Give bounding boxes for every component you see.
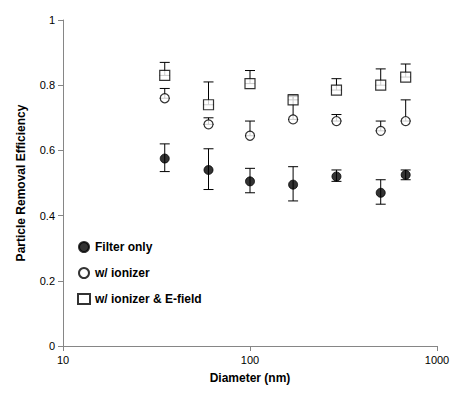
svg-text:0.6: 0.6 [40,144,55,156]
svg-text:100: 100 [241,354,259,366]
svg-text:1: 1 [49,14,55,26]
svg-text:w/ ionizer: w/ ionizer [94,266,150,280]
svg-text:Particle Removal Efficiency: Particle Removal Efficiency [14,104,28,261]
svg-text:w/ ionizer & E-field: w/ ionizer & E-field [94,292,202,306]
svg-text:Diameter (nm): Diameter (nm) [210,371,291,385]
svg-text:10: 10 [57,354,69,366]
svg-text:0.8: 0.8 [40,79,55,91]
svg-text:0.2: 0.2 [40,275,55,287]
svg-text:0: 0 [49,340,55,352]
svg-text:0.4: 0.4 [40,210,55,222]
svg-text:Filter only: Filter only [95,240,153,254]
svg-text:1000: 1000 [425,354,449,366]
